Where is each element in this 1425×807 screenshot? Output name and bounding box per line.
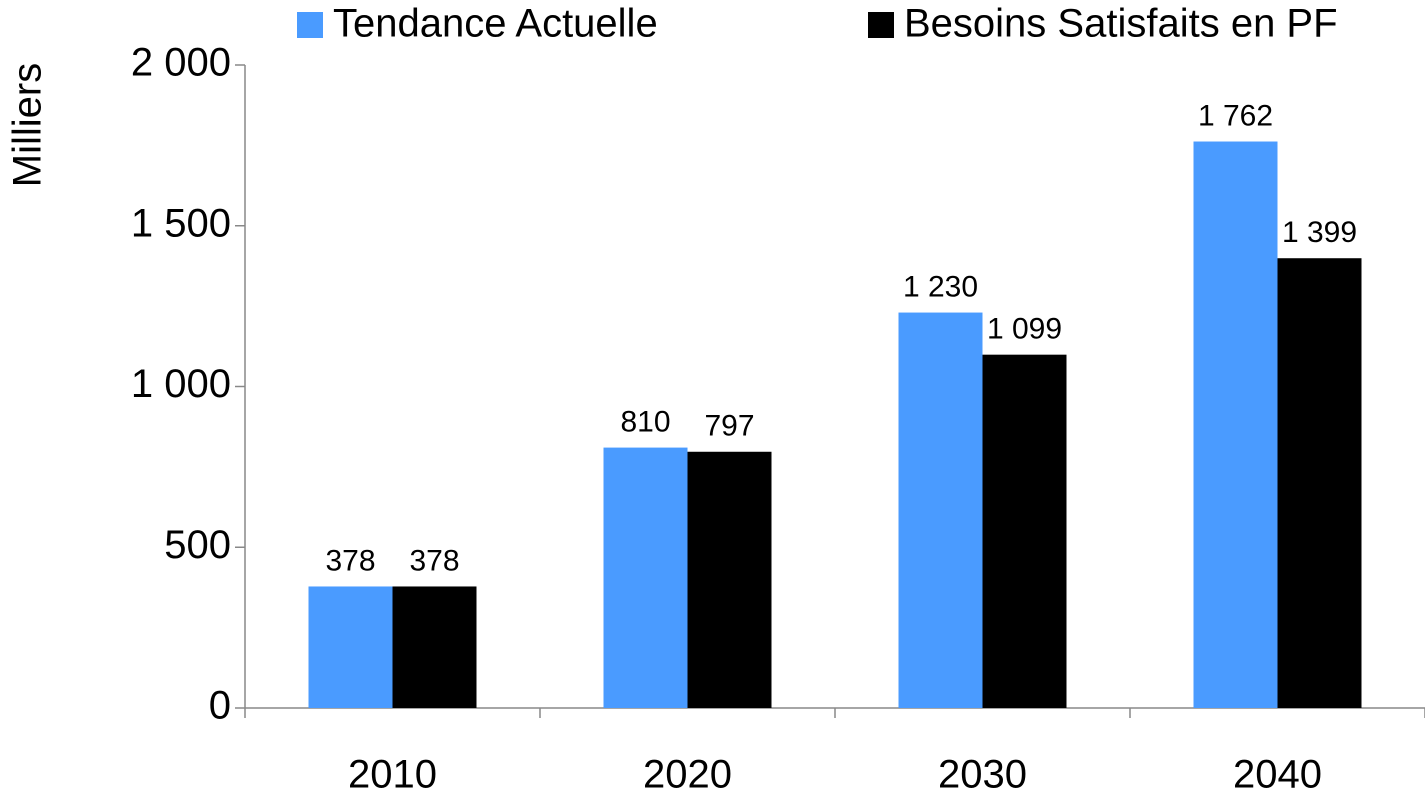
legend-label: Besoins Satisfaits en PF [904,2,1338,46]
y-tick-label: 0 [209,684,231,728]
x-tick-label: 2020 [643,753,732,797]
value-label: 378 [325,544,375,577]
legend-label: Tendance Actuelle [333,2,658,46]
bar [1193,141,1278,709]
y-tick-label: 2 000 [131,41,231,85]
value-label: 797 [704,410,754,443]
value-label: 1 099 [987,313,1062,346]
bar [308,586,393,708]
legend-swatch [868,12,894,38]
bar [1277,258,1362,708]
value-label: 1 399 [1282,216,1357,249]
legend-swatch [297,12,323,38]
value-label: 810 [620,406,670,439]
bar [982,354,1067,708]
bar [687,451,772,708]
x-tick-label: 2030 [938,753,1027,797]
y-tick-label: 1 500 [131,201,231,245]
y-tick-label: 500 [164,523,231,567]
value-label: 1 230 [903,270,978,303]
bar [898,312,983,708]
bar [603,447,688,708]
value-label: 378 [409,544,459,577]
x-tick-label: 2040 [1233,753,1322,797]
x-tick-label: 2010 [348,753,437,797]
value-label: 1 762 [1198,99,1273,132]
y-tick-label: 1 000 [131,362,231,406]
bar [392,586,477,708]
y-axis-label: Milliers [6,63,50,187]
